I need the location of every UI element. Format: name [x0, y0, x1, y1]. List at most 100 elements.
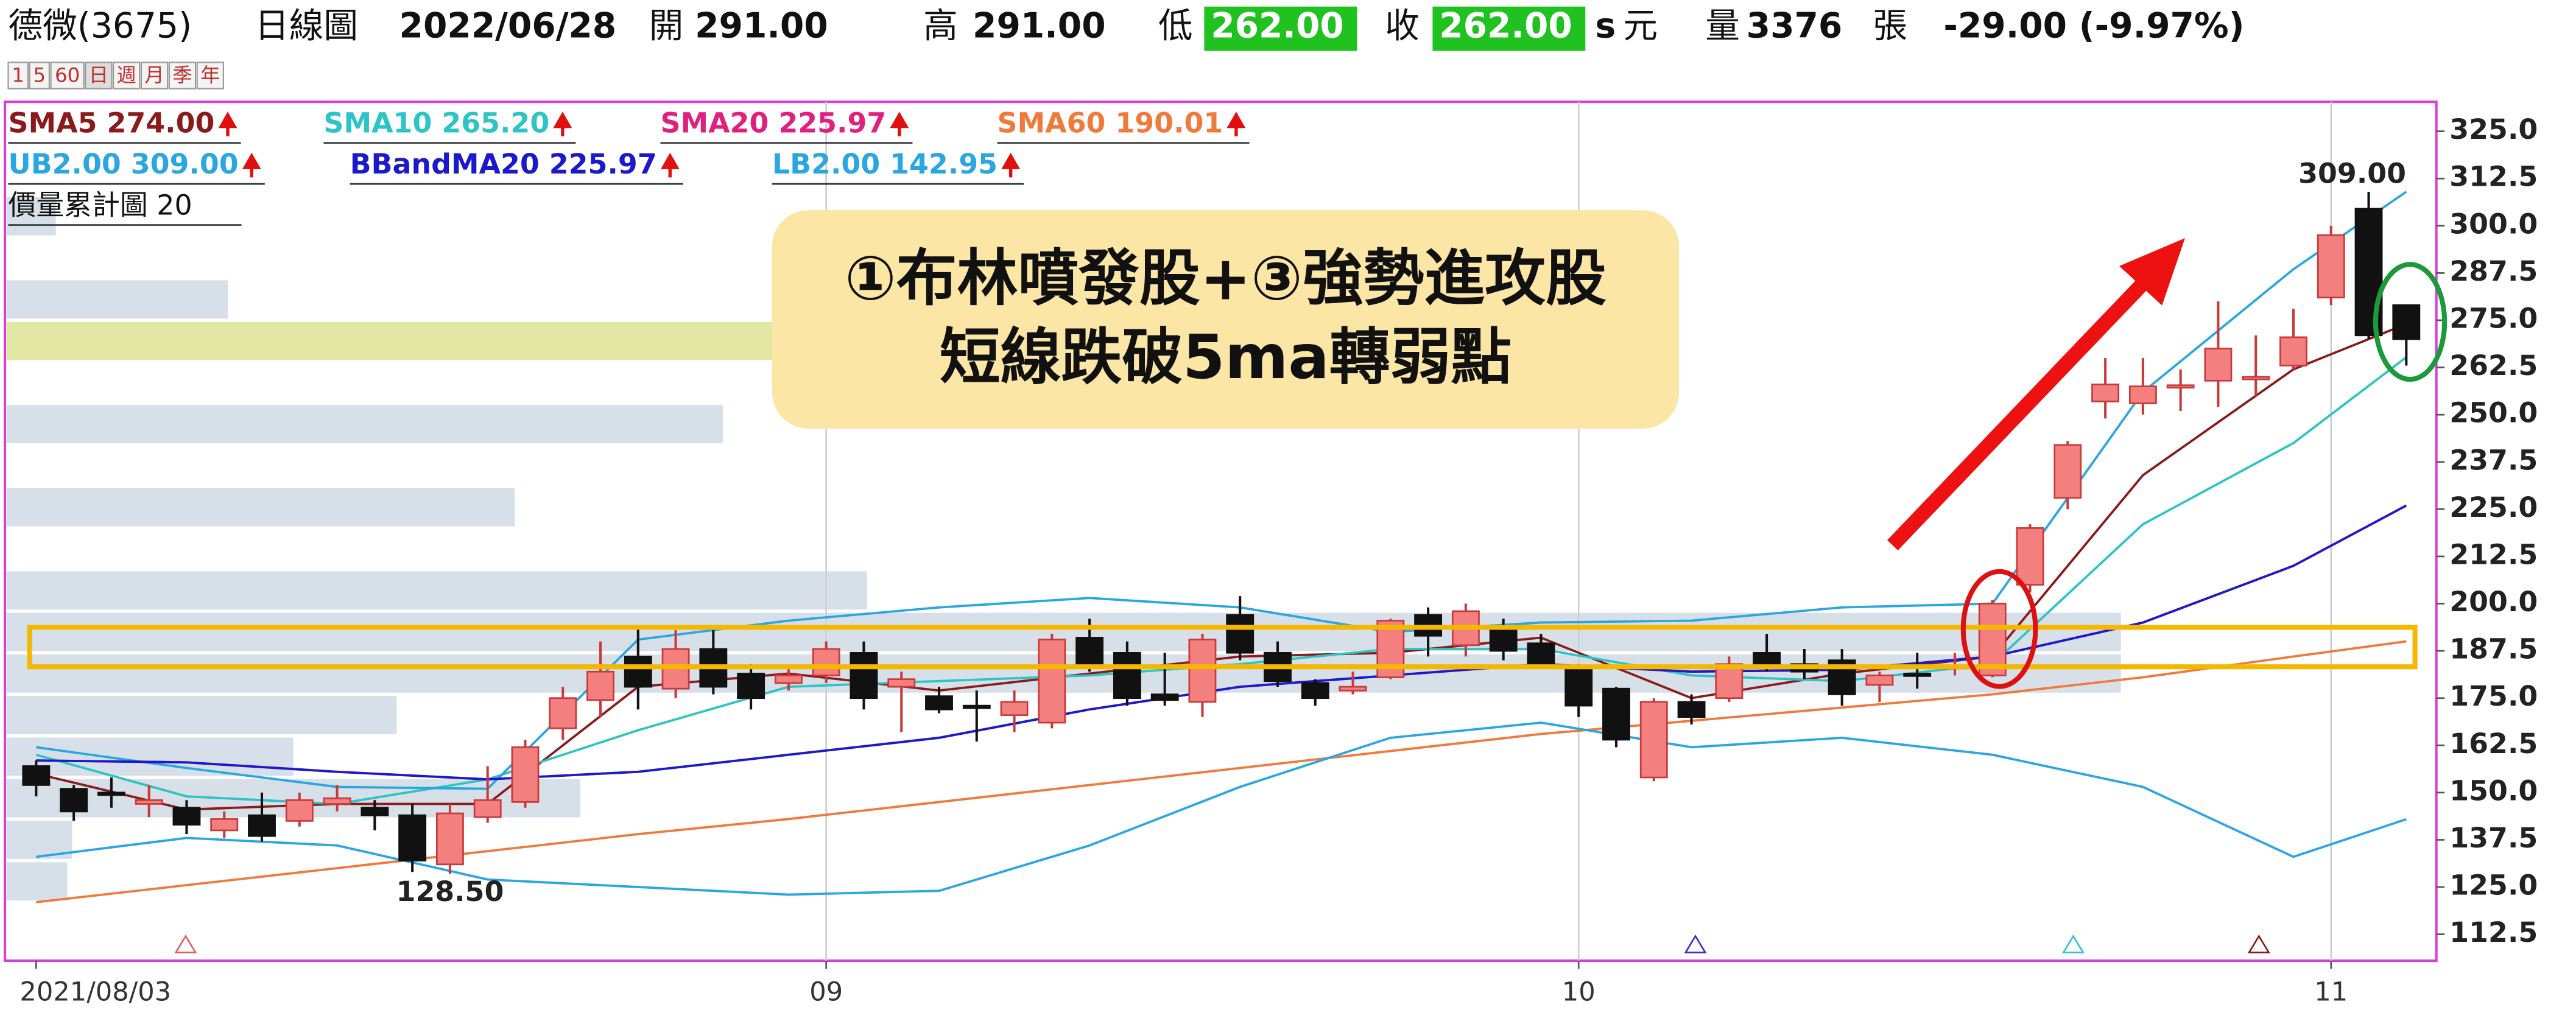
legend-arrow [660, 152, 680, 178]
callout-box [772, 210, 1680, 429]
period-label: 年 [200, 63, 220, 86]
volume-profile-bar [6, 405, 723, 444]
candle-body [586, 670, 614, 701]
volume-profile-bar [6, 696, 397, 735]
y-tick-label: 225.0 [2449, 491, 2538, 524]
indicator-line [36, 504, 2407, 781]
close-label: 收 [1385, 5, 1420, 46]
period-label: 週 [117, 63, 136, 86]
open-label: 開 [649, 5, 684, 46]
volume-profile-bar [6, 571, 867, 610]
low-label: 128.50 [396, 875, 504, 908]
signal-marker [2061, 934, 2085, 953]
main-layer: 112.5 125.0 137.5 150.0 162.5 175.0 187.5 200.0… [19, 113, 2538, 1007]
legend-entry: BBandMA20 225.97 [350, 147, 657, 180]
period-label: 60 [55, 63, 80, 86]
candle-body [812, 648, 840, 676]
y-tick-label: 325.0 [2449, 113, 2538, 146]
period-button[interactable] [29, 61, 51, 89]
candle-body [1113, 651, 1141, 700]
y-tick-label: 212.5 [2449, 538, 2538, 570]
period-label: 5 [33, 63, 46, 86]
close: 262.00 [1439, 5, 1572, 46]
candle-body [2392, 304, 2421, 340]
period-button[interactable] [7, 61, 29, 89]
low-box [1204, 6, 1357, 51]
close-box [1432, 6, 1586, 51]
y-tick-label: 162.5 [2449, 727, 2538, 760]
legend-entry: SMA20 225.97 [660, 107, 886, 139]
candle-body [1038, 639, 1066, 724]
candle-body [1978, 603, 2007, 676]
legend-arrow [218, 111, 238, 136]
high-label: 309.00 [2298, 156, 2406, 189]
legend-arrow [1226, 111, 1246, 136]
candle-body [1903, 673, 1932, 677]
candle-body [135, 799, 163, 805]
period-button[interactable] [85, 61, 113, 89]
legend-entry: SMA5 274.00 [8, 107, 214, 139]
y-tick-label: 187.5 [2449, 633, 2538, 665]
candle-body [172, 807, 201, 826]
volume-profile-bar [6, 280, 228, 319]
period-button[interactable] [140, 61, 169, 89]
period-button[interactable] [113, 61, 141, 89]
legend-arrow [553, 111, 572, 136]
volume: 3376 [1747, 5, 1843, 46]
candle-body [1715, 663, 1744, 700]
y-tick-label: 175.0 [2449, 679, 2538, 712]
candle-body [323, 797, 351, 805]
high-label: 高 [923, 5, 958, 46]
candle-body [2166, 384, 2195, 389]
y-tick-label: 287.5 [2449, 254, 2538, 287]
candle-body [285, 799, 314, 822]
x-tick-label: 09 [809, 977, 843, 1008]
y-tick-label: 112.5 [2449, 916, 2538, 949]
y-tick-label: 300.0 [2449, 207, 2538, 240]
candle-body [1602, 687, 1630, 741]
period-button[interactable] [50, 61, 85, 89]
candle-body [2317, 234, 2345, 299]
candle-body [1075, 637, 1104, 665]
plot-frame [4, 100, 2438, 963]
volume-profile-bar [6, 488, 515, 527]
header: 德微(3675) 日線圖 2022/06/28 開 291.00 高 291.0… [8, 5, 2245, 51]
zone-box [27, 625, 2418, 670]
candle-body [1150, 693, 1179, 701]
period-button[interactable] [168, 61, 197, 89]
candle-body [2242, 376, 2270, 381]
volume-profile-bar [6, 737, 294, 776]
candle-body [97, 791, 125, 796]
s-mark: s [1595, 5, 1616, 46]
y-tick-label: 137.5 [2449, 821, 2538, 854]
period-label: 月 [144, 63, 164, 86]
change: -29.00 (-9.97%) [1943, 5, 2244, 46]
candle-body [925, 695, 953, 710]
candle-body [2091, 384, 2120, 402]
y-tick-label: 275.0 [2449, 302, 2538, 335]
volume-unit: 張 [1873, 5, 1907, 46]
y-tick-label: 250.0 [2449, 396, 2538, 429]
candle-body [2128, 385, 2157, 404]
candle-body [1753, 651, 1781, 665]
signal-marker [174, 934, 197, 953]
legend-arrow [242, 152, 261, 178]
volume-profile-bar [6, 197, 56, 236]
candle-body [435, 812, 464, 866]
x-tick-label: 10 [1562, 977, 1596, 1008]
callout-line: ①布林噴發股+③強勢進攻股 [845, 242, 1606, 314]
date: 2022/06/28 [399, 5, 617, 46]
candle-body [361, 807, 389, 816]
legend-entry: UB2.00 309.00 [8, 147, 238, 180]
candle-body [511, 746, 540, 803]
y-tick-label: 125.0 [2449, 869, 2538, 902]
callout-line: 短線跌破5ma轉弱點 [940, 321, 1511, 393]
trend-arrow [1887, 277, 2150, 550]
y-tick-label: 262.5 [2449, 349, 2538, 382]
candle-body [1301, 682, 1329, 700]
legend-arrow [890, 111, 909, 136]
volume-profile-bar [6, 862, 68, 901]
breakdown-circle [2373, 262, 2448, 382]
period-button[interactable] [196, 61, 224, 89]
